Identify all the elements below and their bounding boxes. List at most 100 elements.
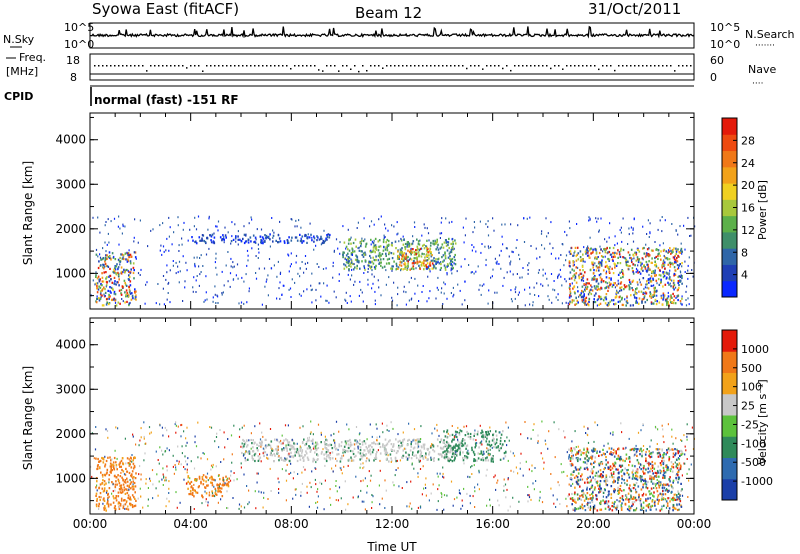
data-cell [630,248,633,251]
data-cell [388,276,390,279]
data-cell [119,302,121,305]
data-cell [205,500,207,503]
data-cell [662,453,664,457]
data-cell [311,272,313,275]
data-cell [447,444,450,447]
data-cell [500,436,502,439]
data-cell [442,446,445,449]
data-cell [385,254,387,257]
data-cell [579,293,582,296]
data-cell [594,278,596,281]
data-cell [452,448,454,451]
data-cell [293,442,295,445]
data-cell [128,253,130,256]
data-cell [282,459,285,462]
data-cell [676,508,679,512]
data-cell [664,493,667,496]
data-cell [130,466,133,469]
data-cell [254,452,257,455]
data-cell [316,448,318,451]
data-cell [303,459,305,462]
freq-dot [518,65,520,67]
data-cell [428,257,430,260]
data-cell [496,438,498,441]
data-cell [253,442,255,445]
data-cell [638,493,640,496]
freq-dot [290,67,292,70]
data-cell [99,286,102,289]
data-cell [448,457,451,460]
data-cell [205,480,207,483]
data-cell [578,295,580,298]
data-cell [654,260,656,263]
data-cell [231,221,233,224]
data-cell [665,250,668,253]
data-cell [609,222,611,225]
data-cell [561,302,563,305]
data-cell [597,285,599,288]
data-cell [582,505,584,508]
data-cell [486,443,489,446]
data-cell [608,303,610,306]
data-cell [527,269,529,271]
data-cell [675,474,677,477]
data-cell [405,252,407,255]
data-cell [203,239,205,243]
data-cell [329,457,332,460]
data-cell [201,478,204,481]
data-cell [640,268,643,271]
data-cell [577,498,579,501]
data-cell [146,281,148,284]
data-cell [490,443,493,447]
data-cell [644,453,647,456]
data-cell [363,217,365,220]
data-cell [598,266,601,269]
data-cell [381,252,384,256]
data-cell [690,234,692,237]
data-cell [673,256,676,259]
data-cell [370,251,372,254]
data-cell [522,267,524,269]
data-cell [305,450,307,453]
data-cell [585,249,588,252]
data-cell [405,451,407,454]
data-cell [590,284,592,287]
freq-dot [202,70,204,72]
data-cell [127,508,130,511]
data-cell [409,268,411,271]
data-cell [648,268,650,271]
data-cell [164,479,166,482]
data-cell [670,252,672,255]
data-cell [395,247,397,250]
data-cell [315,299,317,302]
data-cell [290,239,293,242]
data-cell [112,501,115,504]
freq-dot [430,65,432,67]
data-cell [300,294,302,297]
data-cell [169,301,171,304]
data-cell [237,243,239,246]
data-cell [455,443,457,446]
data-cell [591,497,593,500]
data-cell [647,503,649,507]
data-cell [635,447,638,451]
data-cell [409,449,412,452]
data-cell [277,452,279,455]
data-cell [657,249,660,252]
data-cell [452,243,454,246]
data-cell [650,301,653,304]
data-cell [513,454,516,457]
data-cell [531,464,533,467]
data-cell [293,471,295,474]
data-cell [113,217,116,220]
data-cell [618,476,620,479]
data-cell [119,504,122,507]
data-cell [349,295,351,298]
data-cell [227,231,229,234]
data-cell [396,257,399,260]
data-cell [681,450,683,453]
data-cell [657,253,660,256]
data-cell [614,251,616,254]
station-title: Syowa East (fitACF) [92,0,239,18]
data-cell [294,281,296,284]
